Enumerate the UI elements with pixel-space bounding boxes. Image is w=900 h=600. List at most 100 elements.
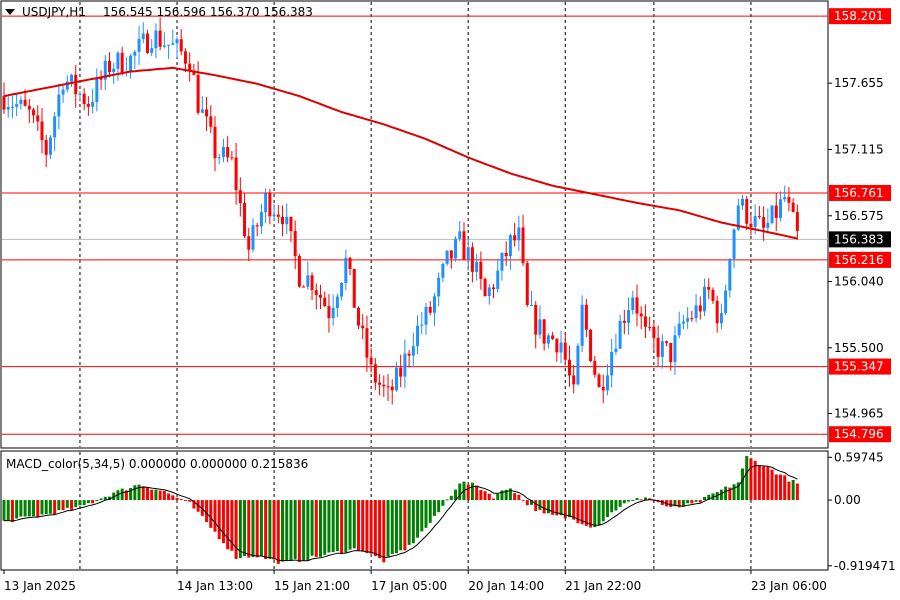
candle-bear [542,319,546,344]
candle-bull [103,60,107,80]
macd-bar [618,500,622,507]
candle-bear [369,357,373,365]
macd-bar [778,474,782,501]
candle-bear [597,374,601,387]
candle-bull [728,258,732,291]
macd-bar [302,500,306,561]
candle-bear [749,223,753,227]
macd-bar [449,495,453,501]
macd-bar [745,456,749,501]
time-tick-label: 13 Jan 2025 [4,579,76,593]
macd-bar [567,500,571,518]
candle-bear [534,304,538,335]
candle-bull [618,320,622,349]
macd-bar [719,489,723,501]
candle-bull [681,321,685,324]
candle-bull [538,319,542,335]
candle-bull [736,205,740,230]
candle-bull [627,310,631,323]
candle-bull [175,39,179,44]
candle-bull [6,106,10,110]
macd-bar [183,499,187,501]
macd-bar [521,499,525,501]
macd-bar [686,500,690,504]
candle-bull [150,48,154,53]
candle-bear [715,300,719,324]
macd-bar [264,500,268,560]
macd-bar [171,495,175,501]
candle-bear [183,51,187,64]
macd-bar [150,489,154,501]
candle-bull [272,214,276,217]
macd-bar [335,500,339,552]
candle-bear [82,93,86,104]
horizontal-levels[interactable]: 158.201 156.761 156.216 155.347 154.796 156.3… [2,8,891,443]
level-price-box [829,251,891,268]
candle-bear [213,126,217,159]
candle-bull [200,109,204,113]
candle-bull [57,94,61,117]
macd-bar [133,485,137,501]
macd-bar [158,490,162,501]
candle-bear [584,304,588,330]
macd-signal-line [3,464,798,562]
macd-bar [639,499,643,501]
macd-bar [437,500,441,513]
candle-bull [10,106,14,108]
macd-bar [120,488,124,501]
candle-bull [217,157,221,159]
macd-bar [690,500,694,504]
candle-bull [694,305,698,319]
axes: 157.655 157.115 156.575 156.040 155.500 154.9… [3,76,896,593]
macd-bar [188,500,192,502]
macd-bar [791,479,795,501]
candle-bear [521,227,525,264]
ma-line [3,66,798,240]
candle-bear [44,140,48,155]
macd-bar [217,500,221,540]
macd-bar [614,500,618,511]
candle-bull [129,55,133,72]
macd-bar [281,500,285,562]
macd-bar [403,500,407,551]
candle-bull [154,30,158,49]
candle-bear [373,364,377,383]
macd-bar [753,460,757,501]
macd-bar [530,500,533,505]
candle-bull [137,39,141,52]
macd-bar [724,486,728,501]
candle-bear [656,337,660,357]
candle-bull [766,222,770,228]
candle-bear [361,325,365,329]
candle-bear [690,318,694,320]
candle-bear [698,305,702,312]
macd-bar [770,469,774,501]
macd-bar [314,500,318,557]
macd-bar [331,500,335,553]
macd-bar [276,500,280,564]
time-tick-label: 15 Jan 21:00 [274,579,350,593]
price-tick-label: 154.965 [834,406,884,420]
candle-bear [238,190,242,204]
candle-bear [323,297,327,307]
candle-bull [732,229,736,259]
triangle-down-icon[interactable] [5,9,15,15]
macd-bar [141,486,145,501]
candle-bear [348,257,352,269]
candle-bear [255,225,259,227]
macd-bar [517,494,521,501]
candle-bull [91,102,95,107]
macd-bar [352,500,356,549]
candle-bull [70,74,74,82]
macd-bar [783,475,787,501]
candle-bull [306,275,310,287]
candle-bear [589,329,593,362]
macd-bar [234,500,238,559]
macd-bar [247,500,251,558]
candle-bull [335,296,339,309]
macd-bar [492,498,496,501]
candle-bear [281,216,285,225]
candle-bull [420,324,424,326]
macd-bar [348,500,352,550]
